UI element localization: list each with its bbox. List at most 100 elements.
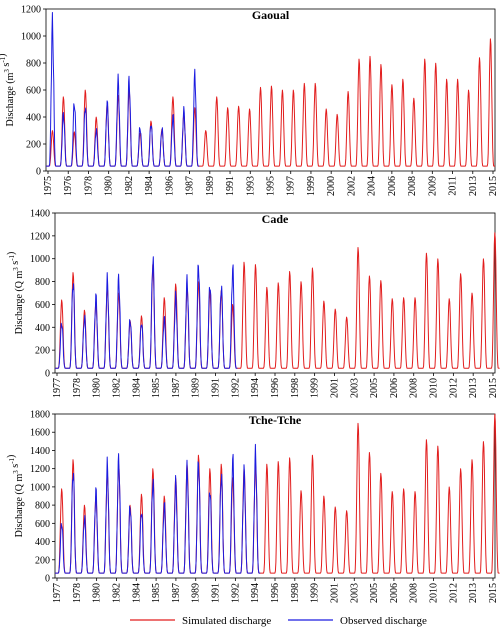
x-tick-label: 2001 (329, 378, 340, 398)
x-tick-label: 1995 (266, 176, 277, 196)
chart-title: Cade (262, 212, 289, 226)
x-tick-label: 2001 (329, 583, 340, 603)
simulated-discharge-line (55, 413, 500, 574)
simulated-discharge-line (46, 38, 495, 167)
x-tick-label: 1984 (131, 583, 142, 603)
x-tick-label: 2009 (427, 176, 438, 196)
x-tick-label: 2002 (346, 176, 357, 196)
y-tick-label: 1000 (21, 32, 41, 43)
y-axis-label: Discharge (Q m3 s-1) (6, 252, 25, 335)
x-tick-label: 2003 (349, 378, 360, 398)
x-tick-label: 1991 (225, 176, 236, 196)
y-axis-label: Discharge (m3 s-1) (0, 53, 16, 126)
x-tick-label: 1982 (111, 378, 122, 398)
x-tick-label: 1985 (151, 583, 162, 603)
x-tick-label: 1980 (92, 378, 103, 398)
x-tick-label: 1977 (52, 583, 63, 603)
x-tick-label: 2013 (468, 176, 479, 196)
x-tick-label: 2006 (389, 583, 400, 603)
x-tick-label: 2013 (468, 378, 479, 398)
x-tick-label: 1999 (310, 378, 321, 398)
x-tick-label: 2005 (369, 583, 380, 603)
x-tick-label: 1992 (230, 583, 241, 603)
x-tick-label: 1984 (144, 176, 155, 196)
x-tick-label: 1991 (211, 583, 222, 603)
chart-title: Gaoual (252, 8, 290, 22)
x-tick-label: 2005 (369, 378, 380, 398)
x-tick-label: 2011 (448, 176, 459, 196)
y-tick-label: 400 (26, 113, 41, 124)
x-tick-label: 1999 (306, 176, 317, 196)
x-tick-label: 2015 (488, 176, 499, 196)
legend: Simulated discharge Observed discharge (130, 615, 427, 627)
x-tick-label: 1978 (72, 378, 83, 398)
x-tick-label: 2012 (448, 583, 459, 603)
x-tick-label: 1978 (83, 176, 94, 196)
y-tick-label: 600 (35, 300, 50, 311)
y-tick-label: 1400 (30, 446, 50, 457)
x-tick-label: 2008 (409, 378, 420, 398)
x-tick-label: 2010 (429, 583, 440, 603)
x-tick-label: 2015 (488, 583, 499, 603)
observed-discharge-line (55, 443, 261, 574)
y-tick-label: 0 (36, 167, 41, 178)
x-tick-label: 1977 (52, 378, 63, 398)
y-axis-label: Discharge (Q m3 s-1) (6, 455, 25, 538)
x-tick-label: 1996 (270, 378, 281, 398)
y-tick-label: 0 (45, 369, 50, 380)
x-tick-label: 1996 (270, 583, 281, 603)
x-tick-label: 1976 (63, 176, 74, 196)
legend-simulated-label: Simulated discharge (182, 615, 271, 627)
x-tick-label: 2003 (349, 583, 360, 603)
y-tick-label: 600 (35, 519, 50, 530)
y-tick-label: 1600 (30, 428, 50, 439)
x-tick-label: 1998 (290, 378, 301, 398)
y-tick-label: 200 (35, 346, 50, 357)
observed-discharge-line (55, 256, 238, 369)
x-tick-label: 1980 (92, 583, 103, 603)
x-tick-label: 2008 (409, 583, 420, 603)
simulated-discharge-line (55, 232, 500, 369)
y-tick-label: 800 (35, 277, 50, 288)
chart-title: Tche-Tche (249, 413, 302, 427)
y-tick-label: 400 (35, 537, 50, 548)
x-tick-label: 1982 (124, 176, 135, 196)
x-tick-label: 1994 (250, 378, 261, 398)
x-tick-label: 1987 (171, 378, 182, 398)
x-tick-label: 2013 (468, 583, 479, 603)
y-tick-label: 1200 (30, 231, 50, 242)
x-tick-label: 2010 (429, 378, 440, 398)
y-tick-label: 600 (26, 86, 41, 97)
x-tick-label: 2008 (407, 176, 418, 196)
x-tick-label: 1992 (230, 378, 241, 398)
x-tick-label: 1975 (43, 176, 54, 196)
x-tick-label: 2000 (326, 176, 337, 196)
y-tick-label: 200 (26, 140, 41, 151)
x-tick-label: 1993 (245, 176, 256, 196)
x-tick-label: 1987 (171, 583, 182, 603)
x-tick-label: 1978 (72, 583, 83, 603)
x-tick-label: 1982 (111, 583, 122, 603)
x-tick-label: 1984 (131, 378, 142, 398)
y-tick-label: 1400 (30, 209, 50, 220)
x-tick-label: 2012 (448, 378, 459, 398)
observed-discharge-line (46, 12, 200, 167)
panel-2: Cade 0 200 400 600 800 1000 1200 1400 Discharge (… (6, 209, 500, 398)
y-tick-label: 1800 (30, 410, 50, 421)
y-tick-label: 800 (35, 501, 50, 512)
y-tick-label: 1200 (21, 5, 41, 16)
y-tick-label: 0 (45, 574, 50, 585)
x-tick-label: 1989 (191, 378, 202, 398)
panel-1: Gaoual 0 200 400 600 800 1000 1200 Discharge (m3… (0, 5, 499, 197)
y-tick-label: 1000 (30, 482, 50, 493)
x-tick-label: 1989 (191, 583, 202, 603)
x-tick-label: 1991 (211, 378, 222, 398)
x-tick-label: 1997 (286, 176, 297, 196)
x-tick-label: 1985 (151, 378, 162, 398)
x-tick-label: 1980 (104, 176, 115, 196)
x-tick-label: 1998 (290, 583, 301, 603)
y-tick-label: 400 (35, 323, 50, 334)
x-tick-label: 1999 (310, 583, 321, 603)
x-tick-label: 2006 (387, 176, 398, 196)
